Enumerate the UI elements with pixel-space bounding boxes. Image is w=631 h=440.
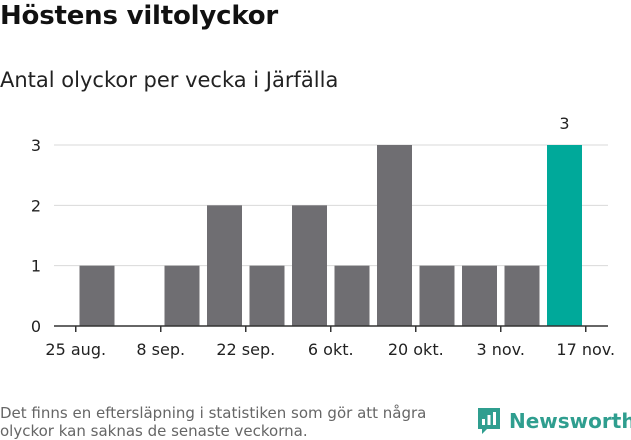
logo-text: Newsworthy <box>509 409 631 433</box>
x-tick-label: 20 okt. <box>388 340 444 359</box>
bar <box>377 145 412 326</box>
data-label: 3 <box>559 114 569 133</box>
x-tick-label: 22 sep. <box>216 340 275 359</box>
x-tick-label: 17 nov. <box>556 340 615 359</box>
x-tick-label: 25 aug. <box>45 340 106 359</box>
x-tick-label: 6 okt. <box>308 340 354 359</box>
chart-title: Höstens viltolyckor <box>0 1 279 31</box>
bars <box>79 145 582 326</box>
bar <box>79 265 115 326</box>
y-tick-label: 2 <box>31 196 41 215</box>
grid-lines <box>54 144 608 267</box>
newsworthy-logo-icon <box>478 408 500 434</box>
x-axis <box>54 325 608 332</box>
newsworthy-logo[interactable]: Newsworthy <box>476 406 631 436</box>
bar <box>292 205 327 326</box>
bar <box>334 265 370 326</box>
footnote: Det finns en eftersläpning i statistiken… <box>0 404 427 440</box>
chart-subtitle: Antal olyckor per vecka i Järfälla <box>0 68 339 92</box>
y-tick-label: 3 <box>31 136 41 155</box>
y-tick-label: 0 <box>31 317 41 336</box>
highlighted-bar <box>547 145 582 326</box>
x-tick-label: 3 nov. <box>476 340 525 359</box>
bar <box>504 265 540 326</box>
bar-chart: 0 1 2 3 3 25 aug. 8 sep. 22 sep. 6 okt. 20 okt. 3 … <box>31 114 615 359</box>
bar <box>419 265 455 326</box>
bar <box>462 265 497 326</box>
bar <box>249 265 285 326</box>
axis-labels: 0 1 2 3 3 25 aug. 8 sep. 22 sep. 6 okt. 20 okt. 3 … <box>31 114 615 359</box>
y-tick-label: 1 <box>31 257 41 276</box>
bar <box>164 265 200 326</box>
bar <box>207 205 242 326</box>
x-tick-label: 8 sep. <box>136 340 185 359</box>
